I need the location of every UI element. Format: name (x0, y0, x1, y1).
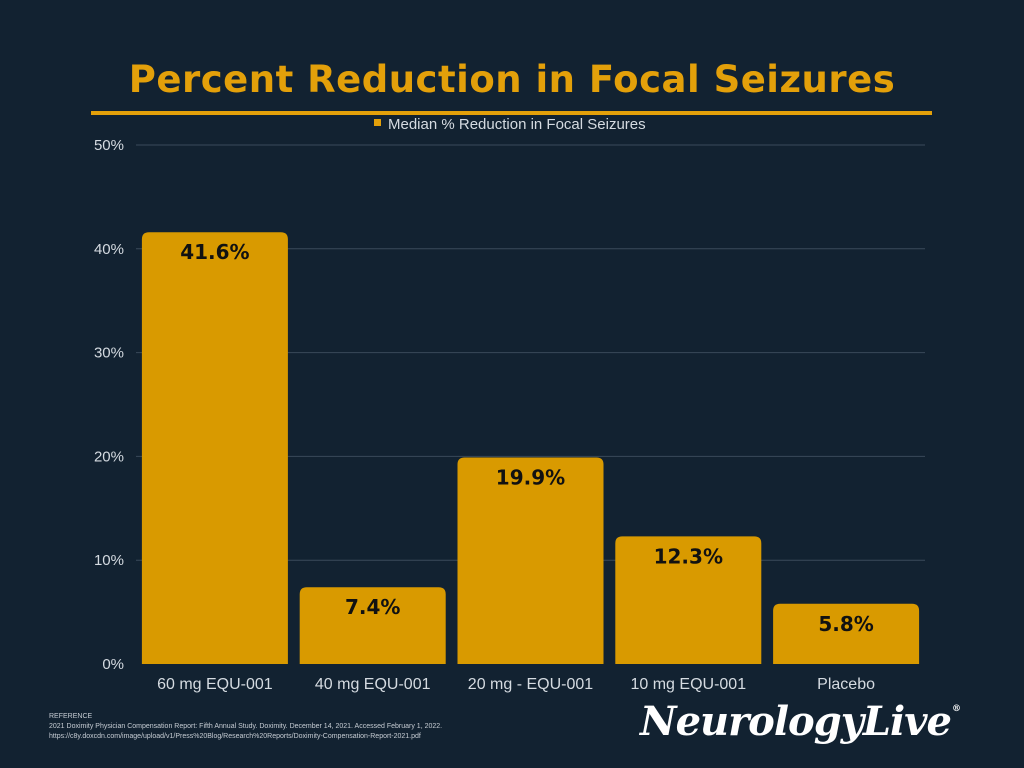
legend-label: Median % Reduction in Focal Seizures (388, 116, 646, 133)
reference-block: REFERENCE 2021 Doximity Physician Compen… (49, 712, 442, 742)
registered-mark: ® (951, 704, 961, 714)
bar (615, 536, 762, 664)
data-label: 5.8% (818, 612, 873, 636)
legend-swatch (374, 119, 381, 126)
bar (457, 457, 604, 664)
x-tick-label: 10 mg EQU-001 (630, 676, 746, 693)
bar (299, 587, 446, 664)
title-underline (91, 111, 932, 115)
y-tick-label: 30% (94, 345, 124, 362)
bar (141, 232, 288, 664)
y-tick-label: 10% (94, 552, 124, 569)
data-label: 19.9% (496, 465, 565, 489)
bar-chart: 0% 10% 20% 30% 40% 50% Median % Reduction in F… (94, 116, 925, 693)
reference-citation: 2021 Doximity Physician Compensation Rep… (49, 723, 443, 730)
x-tick-label: 40 mg EQU-001 (315, 676, 431, 693)
data-label: 12.3% (654, 544, 723, 568)
x-tick-label: 20 mg - EQU-001 (468, 676, 593, 693)
y-tick-label: 40% (94, 241, 124, 258)
data-label: 7.4% (345, 595, 400, 619)
neurologylive-logo: NeurologyLive® (640, 698, 1000, 745)
chart-title: Percent Reduction in Focal Seizures (128, 58, 896, 101)
y-tick-label: 20% (94, 448, 124, 465)
y-tick-label: 50% (94, 137, 124, 154)
data-label: 41.6% (180, 240, 249, 264)
bar (773, 603, 920, 664)
x-tick-label: Placebo (817, 676, 875, 693)
y-tick-label: 0% (102, 656, 124, 673)
x-tick-label: 60 mg EQU-001 (157, 676, 273, 693)
logo-text: NeurologyLive (640, 698, 952, 745)
reference-heading: REFERENCE (49, 713, 93, 720)
reference-url: https://c8y.doxcdn.com/image/upload/v1/P… (49, 733, 421, 740)
